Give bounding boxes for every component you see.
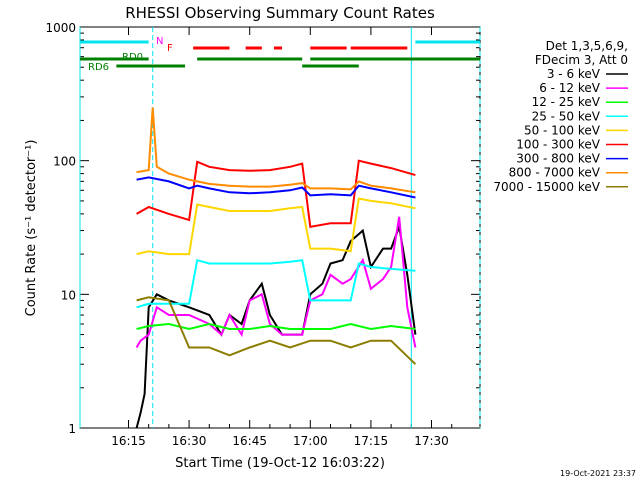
legend-label-2: 12 - 25 keV: [532, 95, 601, 109]
y-tick-label: 100: [53, 155, 76, 169]
legend-header-line2: FDecim 3, Att 0: [535, 53, 628, 67]
series-line-5: [136, 159, 416, 228]
footer-timestamp: 19-Oct-2021 23:37: [560, 469, 636, 478]
x-axis-label: Start Time (19-Oct-12 16:03:22): [175, 456, 385, 471]
series-line-6: [136, 176, 416, 199]
flag-label-n: N: [156, 36, 163, 47]
plot-area: 1 10 100 1000 16:15 16:30 16:45 17:00 17:15 17:30…: [45, 21, 481, 448]
x-tick-label: 17:00: [293, 434, 328, 448]
plot-frame: [79, 26, 481, 429]
series-line-1: [135, 216, 417, 349]
x-tick-label: 16:15: [111, 434, 146, 448]
legend-label-5: 100 - 300 keV: [516, 138, 600, 152]
series-line-7: [136, 107, 416, 194]
series-line-2: [136, 322, 416, 331]
flag-label-rd6: RD6: [88, 62, 109, 73]
y-tick-label: 1: [68, 422, 76, 436]
series-line-8: [136, 296, 417, 365]
legend-header-line1: Det 1,3,5,6,9,: [546, 39, 628, 53]
legend-label-6: 300 - 800 keV: [516, 152, 600, 166]
x-tick-label: 17:30: [414, 434, 449, 448]
series-line-3: [136, 258, 416, 309]
chart-title: RHESSI Observing Summary Count Rates: [125, 4, 435, 22]
legend-label-0: 3 - 6 keV: [547, 67, 601, 81]
legend-label-7: 800 - 7000 keV: [509, 166, 601, 180]
x-tick-label: 16:45: [232, 434, 267, 448]
flag-label-rd0: RD0: [122, 52, 143, 63]
legend-label-8: 7000 - 15000 keV: [493, 180, 600, 194]
x-tick-label: 16:30: [172, 434, 207, 448]
legend-label-3: 25 - 50 keV: [532, 109, 601, 123]
series-line-4: [136, 197, 416, 256]
y-tick-label: 10: [61, 288, 76, 302]
y-tick-label: 1000: [45, 21, 76, 35]
legend-label-1: 6 - 12 keV: [539, 81, 601, 95]
y-axis-label: Count Rate (s⁻¹ detector⁻¹): [24, 140, 39, 317]
legend-label-4: 50 - 100 keV: [524, 123, 601, 137]
x-tick-label: 17:15: [354, 434, 389, 448]
flag-label-f: F: [167, 43, 173, 54]
